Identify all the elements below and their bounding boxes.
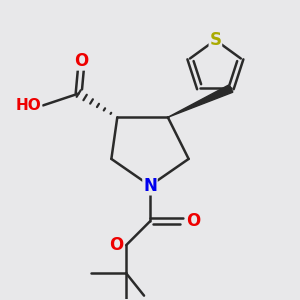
- Text: HO: HO: [16, 98, 41, 113]
- Text: O: O: [109, 236, 123, 254]
- Text: S: S: [209, 31, 221, 49]
- Text: N: N: [143, 177, 157, 195]
- Text: O: O: [74, 52, 89, 70]
- Polygon shape: [168, 85, 233, 117]
- Text: O: O: [186, 212, 200, 230]
